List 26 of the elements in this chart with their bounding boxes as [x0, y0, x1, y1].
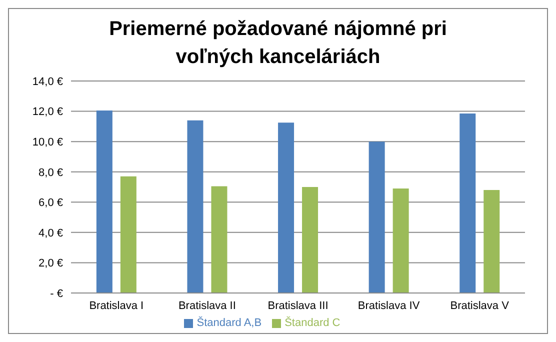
- y-tick-label: 4,0 €: [38, 227, 63, 240]
- x-tick-label: Bratislava I: [89, 300, 144, 312]
- x-tick-label: Bratislava III: [268, 300, 328, 312]
- x-tick-label: Bratislava V: [450, 300, 510, 312]
- legend-label: Štandard C: [284, 317, 340, 329]
- bar: [392, 188, 409, 293]
- bar: [302, 187, 318, 293]
- x-tick-label: Bratislava II: [178, 300, 236, 312]
- x-tick-label: Bratislava IV: [358, 300, 420, 312]
- y-tick-label: 2,0 €: [38, 258, 63, 270]
- bar: [484, 190, 500, 293]
- bar: [187, 120, 204, 293]
- bar: [120, 176, 136, 293]
- y-tick-label: - €: [50, 288, 63, 300]
- bar: [211, 186, 228, 293]
- y-tick-label: 10,0 €: [32, 136, 63, 148]
- y-tick-label: 6,0 €: [38, 197, 63, 210]
- bar: [278, 122, 294, 293]
- legend-label: Štandard A,B: [196, 317, 262, 329]
- bar: [460, 114, 476, 293]
- y-tick-label: 8,0 €: [38, 166, 63, 179]
- bar: [96, 110, 112, 293]
- bar: [368, 142, 385, 293]
- y-tick-label: 12,0 €: [32, 106, 63, 118]
- y-tick-label: 14,0 €: [32, 76, 63, 88]
- chart-title: Priemerné požadované nájomné pri voľných kanceláriách: [108, 17, 448, 70]
